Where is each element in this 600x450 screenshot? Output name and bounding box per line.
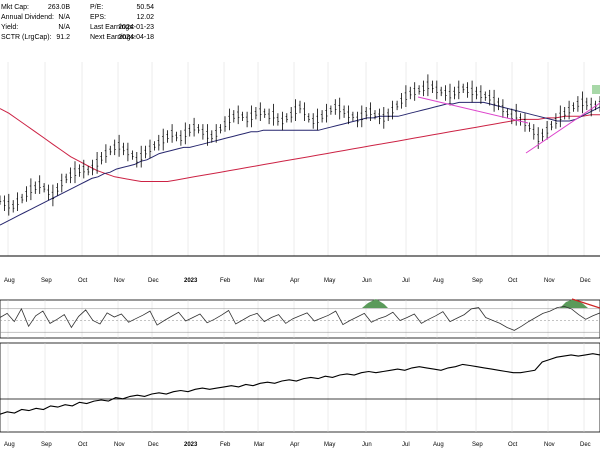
stat-label-next-earnings: Next Earnings: xyxy=(90,34,136,41)
month-label-bottom-1: Sep xyxy=(41,442,52,448)
month-label-bottom-3: Nov xyxy=(114,442,125,448)
month-label-top-9: May xyxy=(324,278,335,284)
stats-panel: Mkt Cap: 263.0B Annual Dividend: N/A Yie… xyxy=(0,0,600,62)
month-label-bottom-14: Oct xyxy=(508,442,518,448)
month-label-top-16: Dec xyxy=(580,278,591,284)
month-label-top-1: Sep xyxy=(41,278,52,284)
month-label-top-2: Oct xyxy=(78,278,88,284)
month-label-bottom-9: May xyxy=(324,442,335,448)
month-label-bottom-10: Jun xyxy=(362,442,372,448)
stat-value-annual-dividend: N/A xyxy=(58,14,70,21)
month-label-top-10: Jun xyxy=(362,278,372,284)
price-green-marker xyxy=(592,85,600,94)
rsi-line xyxy=(0,305,600,331)
month-label-top-6: Feb xyxy=(220,278,231,284)
stat-label-yield: Yield: xyxy=(1,24,19,31)
month-label-bottom-8: Apr xyxy=(290,442,299,448)
month-axis-top: Aug Sep Oct Nov Dec 2023 Feb Mar Apr May Jun Jul Aug… xyxy=(4,278,591,284)
stat-value-next-earnings: 2024-04-18 xyxy=(118,34,154,41)
lower-panel xyxy=(0,342,600,433)
price-panel xyxy=(0,62,600,257)
month-label-bottom-5: 2023 xyxy=(184,442,198,448)
ma50-line xyxy=(0,101,600,226)
month-label-top-0: Aug xyxy=(4,278,15,284)
month-label-bottom-0: Aug xyxy=(4,442,15,448)
month-label-top-14: Oct xyxy=(508,278,518,284)
month-label-top-11: Jul xyxy=(402,278,410,284)
stat-label-sctr: SCTR (LrgCap): xyxy=(1,34,52,41)
stat-value-eps: 12.02 xyxy=(136,14,154,21)
stat-value-pe: 50.54 xyxy=(136,4,154,11)
stat-value-last-earnings: 2024-01-23 xyxy=(118,24,154,31)
stat-label-pe: P/E: xyxy=(90,4,104,11)
month-label-bottom-6: Feb xyxy=(220,442,231,448)
month-label-top-4: Dec xyxy=(148,278,159,284)
stat-label-eps: EPS: xyxy=(90,14,106,21)
rsi-red-trendline xyxy=(571,298,600,309)
rsi-overbought-fill-1 xyxy=(362,299,388,308)
month-label-top-15: Nov xyxy=(544,278,555,284)
month-label-bottom-16: Dec xyxy=(580,442,591,448)
stat-label-mkt-cap: Mkt Cap: xyxy=(1,4,30,11)
month-label-top-12: Aug xyxy=(433,278,444,284)
month-label-bottom-2: Oct xyxy=(78,442,88,448)
month-label-bottom-12: Aug xyxy=(433,442,444,448)
lower-indicator-line xyxy=(0,353,600,415)
month-label-bottom-4: Dec xyxy=(148,442,159,448)
trendline-uptrend xyxy=(525,102,600,154)
trendline-downtrend xyxy=(417,96,529,124)
rsi-panel xyxy=(0,298,600,339)
stat-label-last-earnings: Last Earnings: xyxy=(90,24,135,31)
stat-label-annual-dividend: Annual Dividend: xyxy=(1,14,54,21)
month-label-bottom-13: Sep xyxy=(472,442,483,448)
stat-value-mkt-cap: 263.0B xyxy=(47,4,70,11)
month-label-top-8: Apr xyxy=(290,278,299,284)
month-label-bottom-15: Nov xyxy=(544,442,555,448)
month-label-top-3: Nov xyxy=(114,278,125,284)
month-label-bottom-7: Mar xyxy=(254,442,264,448)
ma200-line xyxy=(0,108,600,182)
month-label-top-7: Mar xyxy=(254,278,264,284)
month-axis-bottom: Aug Sep Oct Nov Dec 2023 Feb Mar Apr May Jun Jul Aug… xyxy=(4,442,591,448)
stat-value-sctr: 91.2 xyxy=(56,34,70,41)
lower-frame xyxy=(0,342,600,433)
month-label-top-5: 2023 xyxy=(184,278,198,284)
rsi-overbought-fill-2 xyxy=(560,299,588,308)
month-label-bottom-11: Jul xyxy=(402,442,410,448)
rsi-frame xyxy=(0,299,600,339)
stat-value-yield: N/A xyxy=(58,24,70,31)
month-label-top-13: Sep xyxy=(472,278,483,284)
